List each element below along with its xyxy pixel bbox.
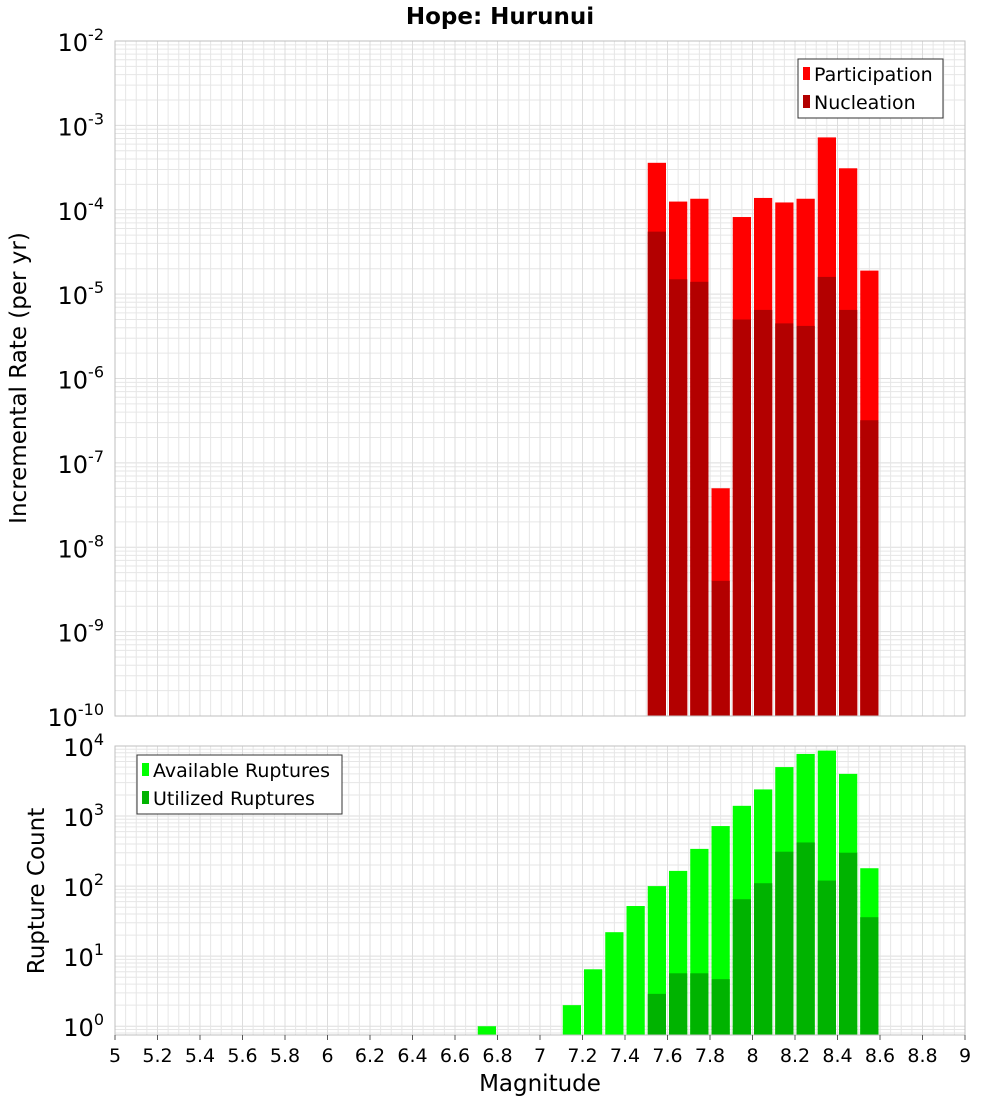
x-tick-label: 5 [109, 1045, 121, 1067]
rate-legend-swatch [803, 95, 810, 108]
chart-title: Hope: Hurunui [406, 4, 594, 30]
rate-legend: Participation Nucleation [797, 58, 944, 119]
x-tick-label: 5.2 [142, 1045, 172, 1067]
rate-y-tick-label: 10-10 [47, 700, 104, 732]
x-tick-label: 8.2 [780, 1045, 810, 1067]
count-y-tick-label: 104 [63, 730, 104, 762]
rate-legend-swatch [803, 67, 810, 80]
rate-bar [669, 279, 688, 716]
x-tick-label: 7.4 [610, 1045, 640, 1067]
x-tick-label: 7 [534, 1045, 546, 1067]
count-y-tick-labels: 100 101 102 103 104 [63, 730, 104, 1042]
x-tick-label: 8.6 [865, 1045, 895, 1067]
rate-y-tick-label: 10-7 [58, 447, 105, 479]
count-panel: 100 101 102 103 104 Available Ruptures Utilize… [63, 730, 971, 1067]
rate-series-1 [647, 231, 879, 716]
x-tick-label: 5.6 [227, 1045, 257, 1067]
rate-bar [647, 231, 666, 716]
x-tick-labels: 5 5.2 5.4 5.6 5.8 6 6.2 6.4 6.6 6.8 7 7.2 7.4 7.6 7.8 8… [109, 1035, 971, 1067]
x-tick-label: 9 [959, 1045, 971, 1067]
rate-bar [860, 420, 879, 716]
rate-y-tick-labels: 10-10 10-9 10-8 10-7 10-6 10-5 10-4 10-3 10-2 [47, 25, 104, 732]
x-tick-label: 7.8 [695, 1045, 725, 1067]
x-tick-label: 8 [746, 1045, 758, 1067]
count-bar [711, 979, 730, 1035]
rate-bar [839, 309, 858, 716]
count-bar [732, 899, 751, 1035]
bottom-y-axis-title: Rupture Count [24, 808, 50, 974]
count-legend-label: Available Ruptures [153, 760, 330, 782]
count-bar [775, 851, 794, 1035]
rate-y-tick-label: 10-3 [58, 109, 105, 141]
count-bar [626, 906, 645, 1035]
rate-bar [732, 319, 751, 716]
rate-legend-label: Nucleation [814, 92, 916, 114]
x-tick-label: 6 [321, 1045, 333, 1067]
rate-bar [796, 325, 815, 716]
count-legend-box [136, 754, 343, 815]
count-legend-swatch [142, 763, 149, 776]
count-bar [669, 973, 688, 1035]
count-series-1 [647, 842, 879, 1035]
count-y-tick-label: 103 [63, 800, 104, 832]
count-y-tick-label: 102 [63, 870, 104, 902]
rate-plot-frame [114, 40, 966, 717]
count-bar [754, 883, 773, 1035]
count-bar [647, 993, 666, 1035]
count-bar [605, 932, 624, 1035]
count-y-tick-label: 100 [63, 1010, 104, 1042]
count-legend-label: Utilized Ruptures [153, 788, 315, 810]
rate-bar [690, 281, 709, 716]
x-tick-label: 6.8 [482, 1045, 512, 1067]
count-legend: Available Ruptures Utilized Ruptures [136, 754, 343, 815]
count-bar [817, 880, 836, 1035]
count-legend-swatch [142, 791, 149, 804]
rate-y-tick-label: 10-2 [58, 25, 105, 57]
rate-y-tick-label: 10-6 [58, 363, 105, 395]
x-tick-label: 6.6 [440, 1045, 470, 1067]
rate-grid [114, 40, 966, 717]
count-bar [477, 1026, 496, 1035]
rate-y-tick-label: 10-9 [58, 616, 105, 648]
count-bar [860, 917, 879, 1035]
rate-panel: 10-10 10-9 10-8 10-7 10-6 10-5 10-4 10-3 10-2 Par… [47, 25, 966, 732]
rate-legend-box [797, 58, 944, 119]
rate-bar [775, 323, 794, 716]
count-bar [796, 842, 815, 1035]
x-tick-label: 8.4 [822, 1045, 852, 1067]
count-bar [562, 1005, 581, 1035]
x-tick-label: 6.4 [397, 1045, 427, 1067]
rate-y-tick-label: 10-8 [58, 531, 105, 563]
count-grid [114, 745, 966, 1035]
x-tick-label: 8.8 [907, 1045, 937, 1067]
x-axis-title: Magnitude [479, 1071, 601, 1097]
x-tick-label: 5.4 [185, 1045, 215, 1067]
rate-y-tick-label: 10-5 [58, 278, 105, 310]
rate-bar [711, 580, 730, 716]
rate-bar [754, 309, 773, 716]
x-tick-label: 7.6 [652, 1045, 682, 1067]
count-bar [690, 973, 709, 1035]
rate-bar [817, 276, 836, 716]
x-tick-label: 6.2 [355, 1045, 385, 1067]
count-bar [584, 969, 603, 1035]
x-tick-label: 5.8 [270, 1045, 300, 1067]
rate-y-tick-label: 10-4 [58, 194, 105, 226]
count-y-tick-label: 101 [63, 940, 104, 972]
rate-legend-label: Participation [814, 64, 933, 86]
top-y-axis-title: Incremental Rate (per yr) [6, 232, 32, 524]
count-bar [839, 852, 858, 1035]
x-tick-label: 7.2 [567, 1045, 597, 1067]
